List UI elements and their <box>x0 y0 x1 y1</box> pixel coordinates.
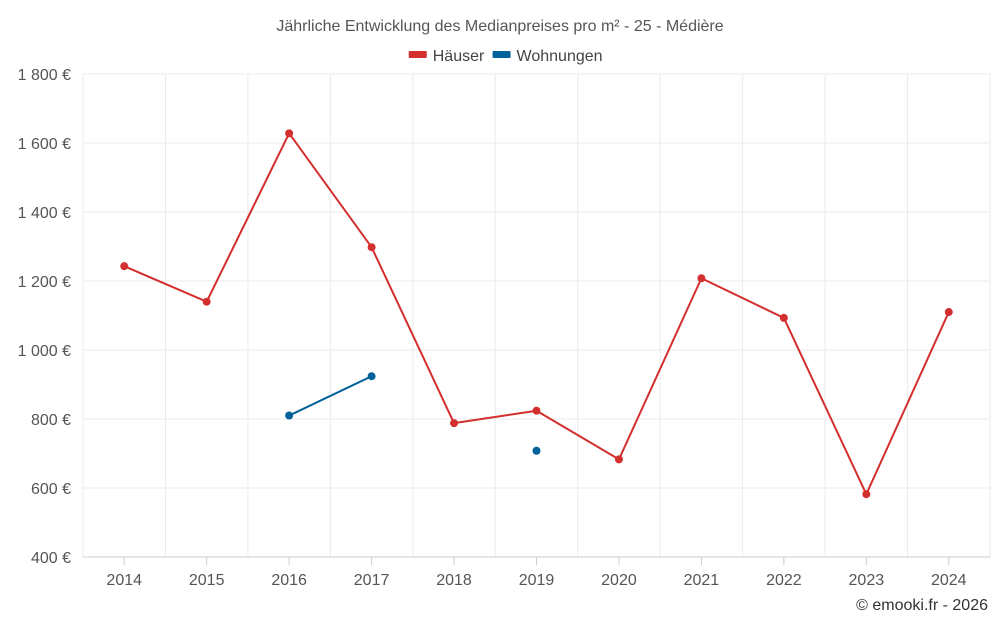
chart-title: Jährliche Entwicklung des Medianpreises … <box>276 18 723 35</box>
series-0 <box>120 129 953 499</box>
x-tick-label: 2016 <box>271 572 307 589</box>
y-tick-label: 1 000 € <box>18 343 71 360</box>
x-tick-label: 2015 <box>189 572 225 589</box>
credit-text: © emooki.fr - 2026 <box>856 597 988 614</box>
grid <box>82 73 991 557</box>
data-point[interactable] <box>614 455 623 464</box>
data-point[interactable] <box>367 372 376 381</box>
y-tick-label: 1 800 € <box>18 67 71 84</box>
axes: 400 € 600 € 800 € 1 000 € 1 200 € 1 400 € 1 60… <box>18 67 990 589</box>
data-point[interactable] <box>450 419 459 428</box>
data-point[interactable] <box>202 297 211 306</box>
data-point[interactable] <box>532 406 541 415</box>
data-point[interactable] <box>532 446 541 455</box>
data-point[interactable] <box>862 490 871 499</box>
legend-label: Häuser <box>433 48 485 65</box>
y-tick-label: 1 400 € <box>18 205 71 222</box>
data-point[interactable] <box>779 313 788 322</box>
legend: Häuser Wohnungen <box>408 48 603 65</box>
x-tick-label: 2023 <box>849 572 885 589</box>
y-tick-label: 1 600 € <box>18 136 71 153</box>
y-tick-label: 600 € <box>31 481 71 498</box>
data-point[interactable] <box>697 274 706 283</box>
data-point[interactable] <box>120 262 129 271</box>
x-tick-label: 2014 <box>106 572 142 589</box>
legend-item[interactable]: Häuser <box>408 48 485 65</box>
data-point[interactable] <box>944 308 953 317</box>
x-tick-label: 2024 <box>931 572 967 589</box>
series-line <box>288 375 373 417</box>
data-point[interactable] <box>285 129 294 138</box>
y-tick-label: 800 € <box>31 412 71 429</box>
series-layer <box>120 129 953 499</box>
legend-item[interactable]: Wohnungen <box>492 48 603 65</box>
data-point[interactable] <box>285 411 294 420</box>
y-tick-label: 1 200 € <box>18 274 71 291</box>
series-1 <box>285 372 541 455</box>
x-tick-label: 2021 <box>684 572 720 589</box>
y-tick-label: 400 € <box>31 550 71 567</box>
x-tick-label: 2020 <box>601 572 637 589</box>
x-tick-label: 2017 <box>354 572 390 589</box>
x-tick-label: 2019 <box>519 572 555 589</box>
legend-swatch <box>408 51 427 58</box>
x-tick-label: 2022 <box>766 572 802 589</box>
data-point[interactable] <box>367 243 376 252</box>
legend-label: Wohnungen <box>517 48 603 65</box>
x-tick-label: 2018 <box>436 572 472 589</box>
legend-swatch <box>492 51 511 58</box>
